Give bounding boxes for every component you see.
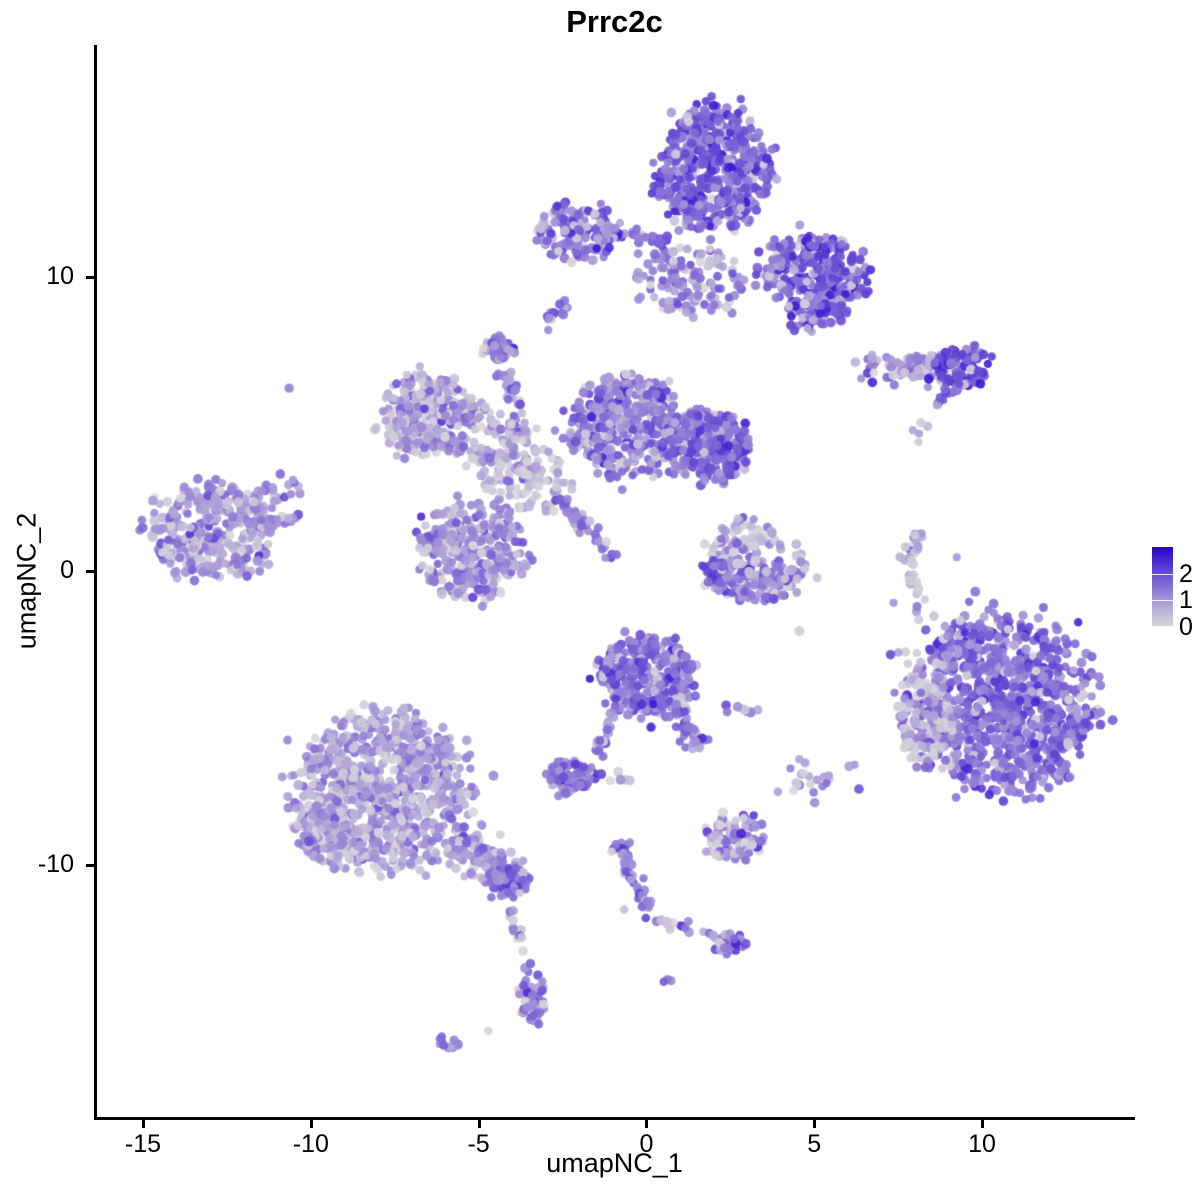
legend-label: 2 <box>1179 559 1193 588</box>
y-tick-label: -10 <box>37 850 74 879</box>
x-tick-mark <box>309 1120 313 1128</box>
x-axis-title: umapNC_1 <box>546 1148 683 1178</box>
colorbar-tick <box>1152 600 1173 602</box>
x-tick-mark <box>981 1120 984 1128</box>
y-axis-line <box>94 45 97 1120</box>
x-tick-label: -5 <box>467 1130 490 1158</box>
y-tick-mark <box>86 276 94 280</box>
y-tick-mark <box>86 864 94 868</box>
legend-label: 1 <box>1179 586 1193 615</box>
y-tick-label: 0 <box>60 556 74 585</box>
plot-title: Prrc2c <box>566 4 663 39</box>
x-tick-label: 5 <box>807 1130 822 1158</box>
x-tick-label: -15 <box>124 1130 162 1158</box>
y-axis-title: umapNC_2 <box>11 512 42 650</box>
x-tick-mark <box>477 1120 481 1128</box>
x-tick-label: 10 <box>968 1130 996 1158</box>
legend-label: 0 <box>1179 613 1193 641</box>
colorbar-tick <box>1152 626 1173 627</box>
y-tick-label: 10 <box>46 262 74 291</box>
y-tick-mark <box>86 570 94 574</box>
colorbar-gradient <box>1152 547 1173 627</box>
x-tick-label: 0 <box>639 1130 654 1158</box>
x-tick-label: -10 <box>292 1130 329 1158</box>
x-tick-mark <box>142 1120 145 1128</box>
x-tick-mark <box>645 1120 649 1128</box>
colorbar-tick <box>1152 573 1173 575</box>
x-tick-mark <box>813 1120 817 1128</box>
x-axis-line <box>94 1117 1135 1120</box>
